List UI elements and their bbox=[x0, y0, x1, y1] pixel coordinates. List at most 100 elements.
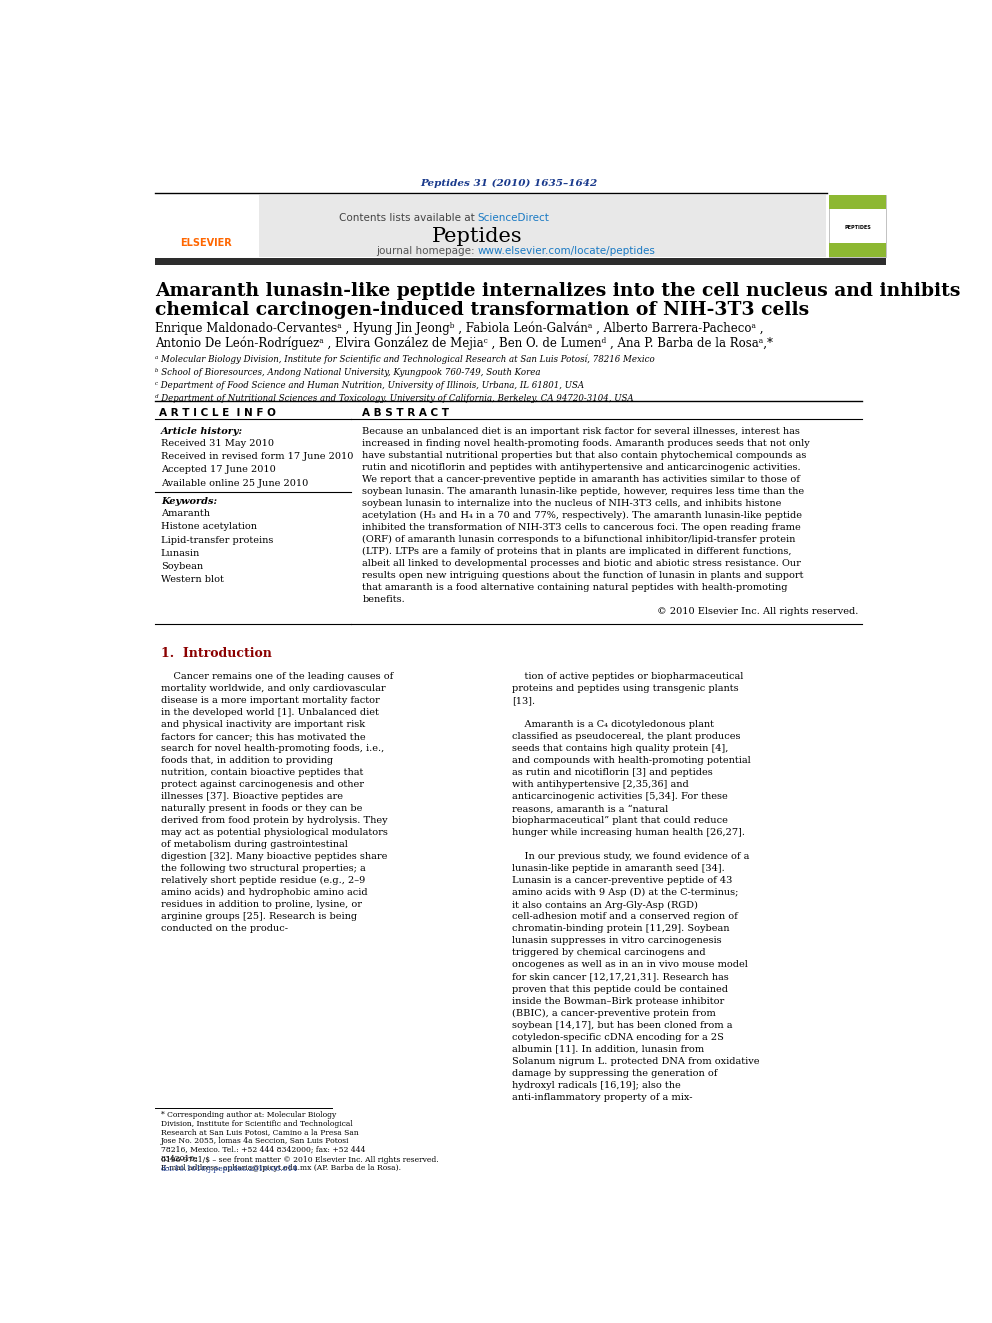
FancyBboxPatch shape bbox=[829, 196, 886, 257]
Text: PEPTIDES: PEPTIDES bbox=[844, 225, 871, 229]
Text: residues in addition to proline, lysine, or: residues in addition to proline, lysine,… bbox=[161, 901, 362, 909]
Text: arginine groups [25]. Research is being: arginine groups [25]. Research is being bbox=[161, 913, 357, 921]
Text: soybean lunasin to internalize into the nucleus of NIH-3T3 cells, and inhibits h: soybean lunasin to internalize into the … bbox=[362, 499, 782, 508]
FancyBboxPatch shape bbox=[829, 243, 886, 257]
Text: inhibited the transformation of NIH-3T3 cells to cancerous foci. The open readin: inhibited the transformation of NIH-3T3 … bbox=[362, 523, 802, 532]
Text: Research at San Luis Potosi, Camino a la Presa San: Research at San Luis Potosi, Camino a la… bbox=[161, 1129, 359, 1136]
Text: and physical inactivity are important risk: and physical inactivity are important ri… bbox=[161, 720, 365, 729]
Text: biopharmaceutical” plant that could reduce: biopharmaceutical” plant that could redu… bbox=[512, 816, 728, 826]
Text: Received in revised form 17 June 2010: Received in revised form 17 June 2010 bbox=[161, 452, 353, 462]
Text: Cancer remains one of the leading causes of: Cancer remains one of the leading causes… bbox=[161, 672, 393, 681]
FancyBboxPatch shape bbox=[155, 196, 826, 257]
Text: amino acids with 9 Asp (D) at the C-terminus;: amino acids with 9 Asp (D) at the C-term… bbox=[512, 888, 739, 897]
Text: 78216, Mexico. Tel.: +52 444 8342000; fax: +52 444: 78216, Mexico. Tel.: +52 444 8342000; fa… bbox=[161, 1146, 365, 1154]
Text: lunasin-like peptide in amaranth seed [34].: lunasin-like peptide in amaranth seed [3… bbox=[512, 864, 725, 873]
Text: Amaranth lunasin-like peptide internalizes into the cell nucleus and inhibits: Amaranth lunasin-like peptide internaliz… bbox=[155, 282, 960, 300]
Text: In our previous study, we found evidence of a: In our previous study, we found evidence… bbox=[512, 852, 750, 861]
Text: nutrition, contain bioactive peptides that: nutrition, contain bioactive peptides th… bbox=[161, 769, 363, 777]
Text: Soybean: Soybean bbox=[161, 562, 203, 572]
Text: proteins and peptides using transgenic plants: proteins and peptides using transgenic p… bbox=[512, 684, 739, 693]
Text: cotyledon-specific cDNA encoding for a 2S: cotyledon-specific cDNA encoding for a 2… bbox=[512, 1033, 724, 1041]
Text: www.elsevier.com/locate/peptides: www.elsevier.com/locate/peptides bbox=[478, 246, 656, 257]
Text: Solanum nigrum L. protected DNA from oxidative: Solanum nigrum L. protected DNA from oxi… bbox=[512, 1057, 760, 1065]
Text: Because an unbalanced diet is an important risk factor for several illnesses, in: Because an unbalanced diet is an importa… bbox=[362, 427, 801, 435]
Text: chemical carcinogen-induced transformation of NIH-3T3 cells: chemical carcinogen-induced transformati… bbox=[155, 302, 808, 319]
Text: journal homepage:: journal homepage: bbox=[376, 246, 478, 257]
Text: © 2010 Elsevier Inc. All rights reserved.: © 2010 Elsevier Inc. All rights reserved… bbox=[657, 607, 858, 617]
Text: ScienceDirect: ScienceDirect bbox=[478, 213, 550, 222]
Text: 1.  Introduction: 1. Introduction bbox=[161, 647, 272, 660]
Text: relatively short peptide residue (e.g., 2–9: relatively short peptide residue (e.g., … bbox=[161, 876, 365, 885]
Text: albeit all linked to developmental processes and biotic and abiotic stress resis: albeit all linked to developmental proce… bbox=[362, 558, 802, 568]
Text: ᵇ School of Bioresources, Andong National University, Kyungpook 760-749, South K: ᵇ School of Bioresources, Andong Nationa… bbox=[155, 368, 541, 377]
Text: E-mail address: apharia@ipicyt.edu.mx (AP. Barba de la Rosa).: E-mail address: apharia@ipicyt.edu.mx (A… bbox=[161, 1164, 401, 1172]
Text: Contents lists available at: Contents lists available at bbox=[338, 213, 478, 222]
Text: conducted on the produc-: conducted on the produc- bbox=[161, 925, 288, 934]
Text: search for novel health-promoting foods, i.e.,: search for novel health-promoting foods,… bbox=[161, 744, 384, 753]
Text: ᵈ Department of Nutritional Sciences and Toxicology, University of California, B: ᵈ Department of Nutritional Sciences and… bbox=[155, 394, 633, 404]
Text: soybean [14,17], but has been cloned from a: soybean [14,17], but has been cloned fro… bbox=[512, 1020, 733, 1029]
Text: derived from food protein by hydrolysis. They: derived from food protein by hydrolysis.… bbox=[161, 816, 388, 826]
Text: (ORF) of amaranth lunasin corresponds to a bifunctional inhibitor/lipid-transfer: (ORF) of amaranth lunasin corresponds to… bbox=[362, 534, 796, 544]
Text: in the developed world [1]. Unbalanced diet: in the developed world [1]. Unbalanced d… bbox=[161, 708, 379, 717]
Text: hunger while increasing human health [26,27].: hunger while increasing human health [26… bbox=[512, 828, 745, 837]
Text: factors for cancer; this has motivated the: factors for cancer; this has motivated t… bbox=[161, 732, 365, 741]
Text: with antihypertensive [2,35,36] and: with antihypertensive [2,35,36] and bbox=[512, 781, 689, 790]
Text: reasons, amaranth is a “natural: reasons, amaranth is a “natural bbox=[512, 804, 669, 814]
Text: acetylation (H₃ and H₄ in a 70 and 77%, respectively). The amaranth lunasin-like: acetylation (H₃ and H₄ in a 70 and 77%, … bbox=[362, 511, 803, 520]
Text: Amaranth is a C₄ dicotyledonous plant: Amaranth is a C₄ dicotyledonous plant bbox=[512, 720, 714, 729]
Text: Article history:: Article history: bbox=[161, 427, 243, 435]
Text: * Corresponding author at: Molecular Biology: * Corresponding author at: Molecular Bio… bbox=[161, 1111, 336, 1119]
FancyBboxPatch shape bbox=[829, 196, 886, 209]
Text: Lunasin: Lunasin bbox=[161, 549, 200, 558]
Text: soybean lunasin. The amaranth lunasin-like peptide, however, requires less time : soybean lunasin. The amaranth lunasin-li… bbox=[362, 487, 805, 496]
Text: 0196-9781/$ – see front matter © 2010 Elsevier Inc. All rights reserved.: 0196-9781/$ – see front matter © 2010 El… bbox=[161, 1156, 438, 1164]
Text: chromatin-binding protein [11,29]. Soybean: chromatin-binding protein [11,29]. Soybe… bbox=[512, 925, 730, 934]
Text: Keywords:: Keywords: bbox=[161, 497, 217, 505]
Text: A R T I C L E  I N F O: A R T I C L E I N F O bbox=[159, 409, 276, 418]
Text: and compounds with health-promoting potential: and compounds with health-promoting pote… bbox=[512, 757, 751, 765]
Text: Received 31 May 2010: Received 31 May 2010 bbox=[161, 439, 274, 448]
Text: may act as potential physiological modulators: may act as potential physiological modul… bbox=[161, 828, 388, 837]
Text: tion of active peptides or biopharmaceutical: tion of active peptides or biopharmaceut… bbox=[512, 672, 744, 681]
Text: Jose No. 2055, lomas 4a Seccion, San Luis Potosi: Jose No. 2055, lomas 4a Seccion, San Lui… bbox=[161, 1138, 349, 1146]
Text: inside the Bowman–Birk protease inhibitor: inside the Bowman–Birk protease inhibito… bbox=[512, 996, 724, 1005]
Text: Peptides 31 (2010) 1635–1642: Peptides 31 (2010) 1635–1642 bbox=[420, 179, 597, 188]
Text: lunasin suppresses in vitro carcinogenesis: lunasin suppresses in vitro carcinogenes… bbox=[512, 937, 722, 946]
Text: proven that this peptide could be contained: proven that this peptide could be contai… bbox=[512, 984, 728, 994]
Text: digestion [32]. Many bioactive peptides share: digestion [32]. Many bioactive peptides … bbox=[161, 852, 387, 861]
Text: have substantial nutritional properties but that also contain phytochemical comp: have substantial nutritional properties … bbox=[362, 451, 806, 459]
Text: that amaranth is a food alternative containing natural peptides with health-prom: that amaranth is a food alternative cont… bbox=[362, 583, 788, 591]
Text: amino acids) and hydrophobic amino acid: amino acids) and hydrophobic amino acid bbox=[161, 888, 367, 897]
Text: disease is a more important mortality factor: disease is a more important mortality fa… bbox=[161, 696, 380, 705]
Text: classified as pseudocereal, the plant produces: classified as pseudocereal, the plant pr… bbox=[512, 732, 741, 741]
Text: the following two structural properties; a: the following two structural properties;… bbox=[161, 864, 366, 873]
Text: seeds that contains high quality protein [4],: seeds that contains high quality protein… bbox=[512, 744, 728, 753]
Text: Division, Institute for Scientific and Technological: Division, Institute for Scientific and T… bbox=[161, 1119, 352, 1129]
Text: cell-adhesion motif and a conserved region of: cell-adhesion motif and a conserved regi… bbox=[512, 913, 738, 921]
Text: ELSEVIER: ELSEVIER bbox=[181, 238, 232, 249]
FancyBboxPatch shape bbox=[155, 196, 259, 257]
Text: We report that a cancer-preventive peptide in amaranth has activities similar to: We report that a cancer-preventive pepti… bbox=[362, 475, 801, 484]
Text: of metabolism during gastrointestinal: of metabolism during gastrointestinal bbox=[161, 840, 348, 849]
FancyBboxPatch shape bbox=[155, 258, 886, 265]
Text: 8342010.: 8342010. bbox=[161, 1155, 197, 1163]
Text: as rutin and nicotiflorin [3] and peptides: as rutin and nicotiflorin [3] and peptid… bbox=[512, 769, 713, 777]
Text: ᶜ Department of Food Science and Human Nutrition, University of Illinois, Urbana: ᶜ Department of Food Science and Human N… bbox=[155, 381, 584, 390]
Text: Western blot: Western blot bbox=[161, 576, 224, 585]
Text: Enrique Maldonado-Cervantesᵃ , Hyung Jin Jeongᵇ , Fabiola León-Galvánᵃ , Alberto: Enrique Maldonado-Cervantesᵃ , Hyung Jin… bbox=[155, 321, 763, 335]
Text: Histone acetylation: Histone acetylation bbox=[161, 523, 257, 532]
Text: benefits.: benefits. bbox=[362, 595, 405, 605]
Text: hydroxyl radicals [16,19]; also the: hydroxyl radicals [16,19]; also the bbox=[512, 1081, 681, 1090]
Text: results open new intriguing questions about the function of lunasin in plants an: results open new intriguing questions ab… bbox=[362, 572, 804, 579]
Text: anti-inflammatory property of a mix-: anti-inflammatory property of a mix- bbox=[512, 1093, 692, 1102]
Text: it also contains an Arg-Gly-Asp (RGD): it also contains an Arg-Gly-Asp (RGD) bbox=[512, 901, 698, 909]
Text: ᵃ Molecular Biology Division, Institute for Scientific and Technological Researc: ᵃ Molecular Biology Division, Institute … bbox=[155, 355, 655, 364]
Text: Accepted 17 June 2010: Accepted 17 June 2010 bbox=[161, 466, 276, 475]
Text: A B S T R A C T: A B S T R A C T bbox=[362, 409, 449, 418]
Text: mortality worldwide, and only cardiovascular: mortality worldwide, and only cardiovasc… bbox=[161, 684, 386, 693]
Text: albumin [11]. In addition, lunasin from: albumin [11]. In addition, lunasin from bbox=[512, 1045, 704, 1053]
Text: oncogenes as well as in an in vivo mouse model: oncogenes as well as in an in vivo mouse… bbox=[512, 960, 748, 970]
Text: doi:10.1016/j.peptides.2010.06.014: doi:10.1016/j.peptides.2010.06.014 bbox=[161, 1166, 299, 1174]
Text: triggered by chemical carcinogens and: triggered by chemical carcinogens and bbox=[512, 949, 706, 958]
